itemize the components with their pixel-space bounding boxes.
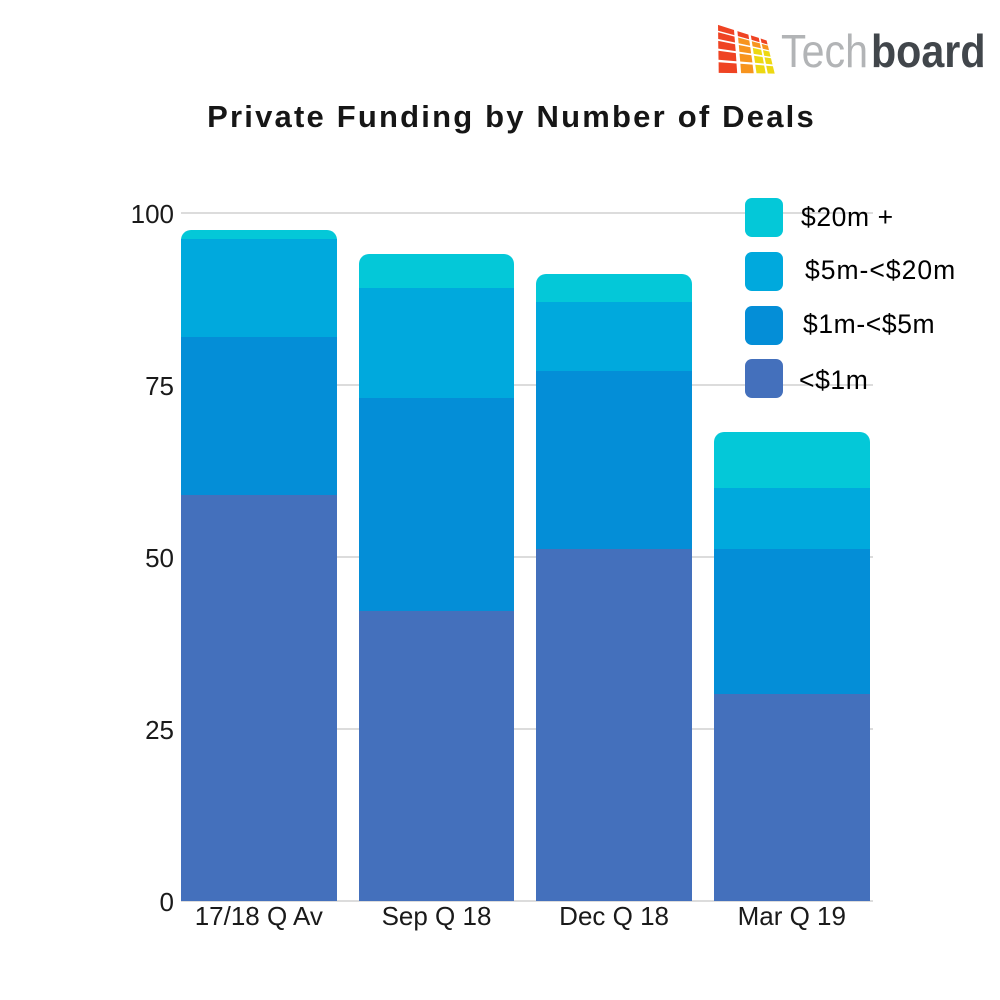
svg-text:board: board	[871, 25, 986, 77]
svg-text:Tech: Tech	[781, 25, 868, 77]
